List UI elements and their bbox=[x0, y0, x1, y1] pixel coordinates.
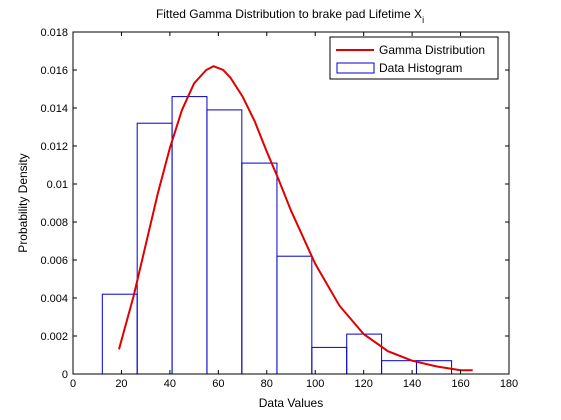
y-tick-label: 0.002 bbox=[40, 331, 68, 343]
plot-area bbox=[73, 32, 509, 374]
y-axis-ticks: 0 0.002 0.004 0.006 0.008 0.01 0.012 0.014 0.016… bbox=[40, 27, 509, 381]
y-tick-label: 0.018 bbox=[40, 27, 68, 39]
gamma-distribution-line bbox=[118, 65, 473, 372]
x-axis-ticks: 0 20 40 60 80 100 120 140 160 180 bbox=[70, 32, 518, 390]
x-tick-label: 100 bbox=[306, 378, 324, 390]
y-tick-label: 0.008 bbox=[40, 217, 68, 229]
chart-title: Fitted Gamma Distribution to brake pad L… bbox=[156, 7, 424, 25]
y-axis-label: Probability Density bbox=[16, 153, 30, 252]
y-tick-label: 0.016 bbox=[40, 65, 68, 77]
x-tick-label: 40 bbox=[164, 378, 176, 390]
legend: Gamma Distribution Data Histogram bbox=[329, 36, 499, 80]
y-tick-label: 0.01 bbox=[47, 179, 68, 191]
chart-title-subscript: i bbox=[422, 15, 424, 25]
axes-box bbox=[72, 31, 510, 375]
x-tick-label: 160 bbox=[451, 378, 469, 390]
legend-bar-swatch bbox=[336, 62, 375, 74]
x-tick-label: 80 bbox=[261, 378, 273, 390]
x-tick-label: 180 bbox=[500, 378, 518, 390]
x-tick-label: 20 bbox=[115, 378, 127, 390]
chart-title-text: Fitted Gamma Distribution to brake pad L… bbox=[156, 7, 422, 21]
legend-label-histogram: Data Histogram bbox=[379, 61, 462, 75]
x-tick-label: 60 bbox=[212, 378, 224, 390]
y-tick-label: 0.012 bbox=[40, 141, 68, 153]
legend-label-gamma: Gamma Distribution bbox=[379, 43, 485, 57]
x-tick-label: 0 bbox=[70, 378, 76, 390]
y-tick-label: 0.004 bbox=[40, 293, 68, 305]
x-axis-label: Data Values bbox=[259, 396, 323, 410]
x-tick-label: 120 bbox=[354, 378, 372, 390]
y-tick-label: 0 bbox=[62, 369, 68, 381]
y-tick-label: 0.014 bbox=[40, 103, 68, 115]
y-tick-label: 0.006 bbox=[40, 255, 68, 267]
x-tick-label: 140 bbox=[403, 378, 421, 390]
legend-box bbox=[329, 36, 499, 80]
